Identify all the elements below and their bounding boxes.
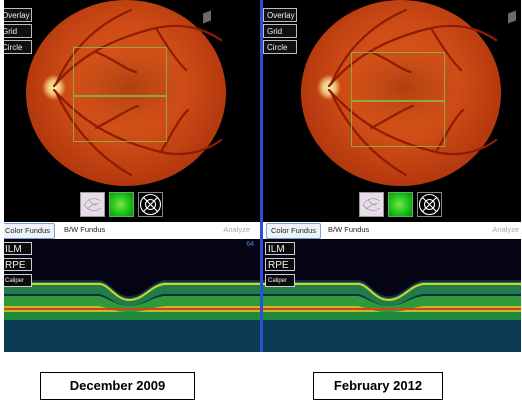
overlay-button[interactable]: Overlay (4, 8, 32, 22)
tab-bw-fundus[interactable]: B/W Fundus (64, 225, 106, 234)
oct-layers (4, 280, 262, 352)
ilm-button[interactable]: ILM (4, 242, 32, 255)
analyze-button[interactable]: Analyze (492, 225, 519, 234)
target-circle-icon[interactable] (138, 192, 163, 217)
fundus-image (26, 0, 226, 186)
tab-color-fundus[interactable]: Color Fundus (266, 223, 322, 239)
left-viewer-panel: Overlay Grid Circle Color Fundus B/W Fun… (4, 0, 262, 352)
fundus-tab-bar: Color Fundus B/W Fundus Analyze (4, 222, 262, 239)
ilm-button[interactable]: ILM (265, 242, 295, 255)
fundus-image-area: Overlay Grid Circle (263, 0, 521, 220)
oct-scan-image: ILM RPE Caliper 64 (4, 240, 262, 352)
overlay-button-group: Overlay Grid Circle (4, 8, 34, 56)
green-thumbnail-icon[interactable] (388, 192, 413, 217)
caliper-button[interactable]: Caliper (4, 274, 32, 287)
circle-button[interactable]: Circle (4, 40, 32, 54)
circle-button[interactable]: Circle (263, 40, 297, 54)
fundus-thumbnail-icon[interactable] (80, 192, 105, 217)
grid-overlay (351, 52, 445, 147)
right-viewer-panel: Overlay Grid Circle Color Fundus B/W Fun… (263, 0, 521, 352)
rpe-button[interactable]: RPE (4, 258, 32, 271)
fundus-tab-bar: Color Fundus B/W Fundus Analyze (263, 222, 521, 239)
fundus-thumbnail-icon[interactable] (359, 192, 384, 217)
green-thumbnail-icon[interactable] (109, 192, 134, 217)
analyze-button[interactable]: Analyze (223, 225, 250, 234)
oct-layers (263, 280, 521, 352)
grid-button[interactable]: Grid (263, 24, 297, 38)
fundus-image-area: Overlay Grid Circle (4, 0, 262, 220)
target-circle-icon[interactable] (417, 192, 442, 217)
oct-scan-image: ILM RPE Caliper (263, 240, 521, 352)
grid-button[interactable]: Grid (4, 24, 32, 38)
tab-bw-fundus[interactable]: B/W Fundus (328, 225, 370, 234)
oct-corner-label: 64 (246, 241, 254, 248)
panel-divider (260, 0, 263, 352)
caliper-button[interactable]: Caliper (265, 274, 295, 287)
corner-tab-icon (508, 10, 516, 24)
grid-overlay (73, 47, 167, 142)
overlay-button-group: Overlay Grid Circle (263, 8, 297, 56)
tab-color-fundus[interactable]: Color Fundus (4, 223, 56, 239)
caption-left: December 2009 (40, 372, 195, 400)
caption-right: February 2012 (313, 372, 443, 400)
fundus-image (301, 0, 501, 186)
rpe-button[interactable]: RPE (265, 258, 295, 271)
overlay-button[interactable]: Overlay (263, 8, 297, 22)
